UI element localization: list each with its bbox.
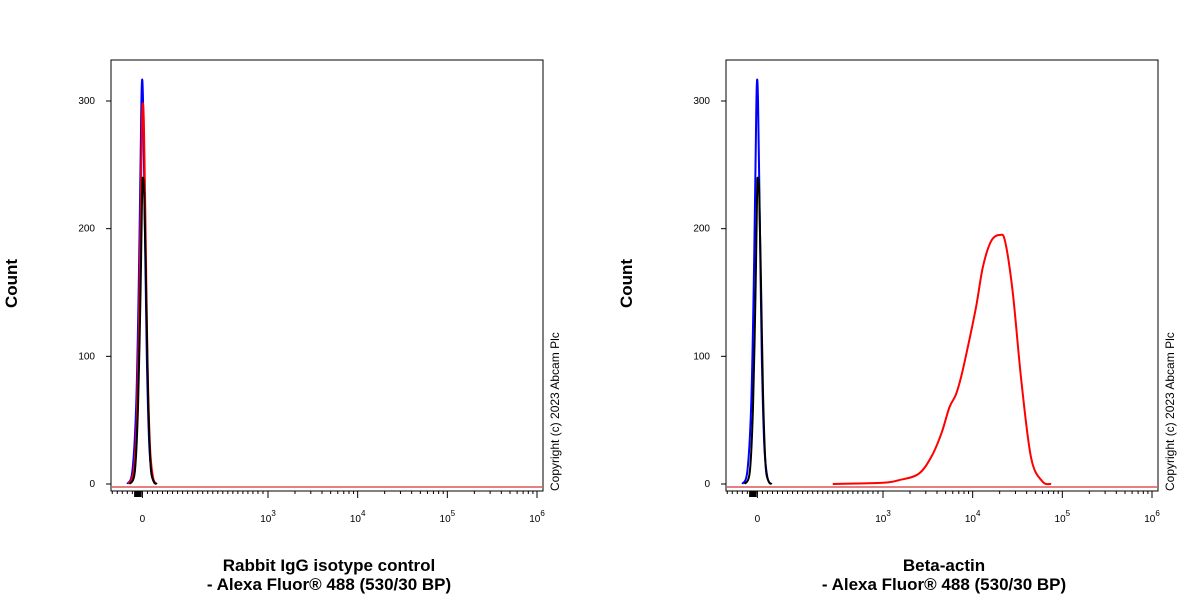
y-axis-label: Count <box>617 258 636 308</box>
histogram-series-line <box>128 176 158 485</box>
histogram-series-line <box>743 176 773 485</box>
histogram-panel-beta-actin: 0 100 200 300 0 103 104 105 106 Count Copyright… <box>615 0 1200 600</box>
x-axis-label-line2: - Alexa Fluor® 488 (530/30 BP) <box>206 575 452 594</box>
y-tick-label: 100 <box>78 351 95 362</box>
histogram-series-line <box>741 78 773 485</box>
y-tick-label: 200 <box>78 224 95 235</box>
x-tick-label: 105 <box>1055 509 1071 525</box>
x-axis-label-line1: Beta-actin <box>902 556 986 575</box>
y-axis-label: Count <box>2 258 21 308</box>
x-axis-label-line2: - Alexa Fluor® 488 (530/30 BP) <box>821 575 1067 594</box>
x-tick-label: 103 <box>875 509 891 525</box>
y-tick-label: 200 <box>693 224 710 235</box>
copyright-notice: Copyright (c) 2023 Abcam Plc <box>1163 332 1177 491</box>
y-tick-label: 0 <box>704 479 710 490</box>
y-tick-label: 300 <box>693 96 710 107</box>
histogram-series-line <box>832 233 1052 486</box>
x-tick-label: 0 <box>140 514 146 525</box>
x-tick-label: 103 <box>260 509 276 525</box>
histogram-series-line <box>127 102 158 485</box>
x-tick-label: 104 <box>965 509 981 525</box>
x-tick-label: 106 <box>529 509 545 525</box>
x-tick-label: 104 <box>350 509 366 525</box>
x-tick-label: 105 <box>440 509 456 525</box>
chart-canvas: 0 100 200 300 0 103 104 105 106 <box>78 59 545 525</box>
x-axis-label: Beta-actin - Alexa Fluor® 488 (530/30 BP… <box>726 556 1162 594</box>
copyright-notice: Copyright (c) 2023 Abcam Plc <box>548 332 562 491</box>
y-tick-label: 100 <box>693 351 710 362</box>
x-axis-label: Rabbit IgG isotype control - Alexa Fluor… <box>111 556 547 594</box>
x-tick-label: 0 <box>755 514 761 525</box>
x-tick-label: 106 <box>1144 509 1160 525</box>
plot-frame <box>725 59 1159 492</box>
plot-frame <box>110 59 544 492</box>
x-axis-label-line1: Rabbit IgG isotype control <box>222 556 436 575</box>
y-tick-label: 300 <box>78 96 95 107</box>
histogram-panel-isotype: 0 100 200 300 0 103 104 105 106 Count Copyright… <box>2 59 562 594</box>
chart-canvas: 0 100 200 300 0 103 104 105 106 <box>693 59 1160 525</box>
y-tick-label: 0 <box>89 479 95 490</box>
